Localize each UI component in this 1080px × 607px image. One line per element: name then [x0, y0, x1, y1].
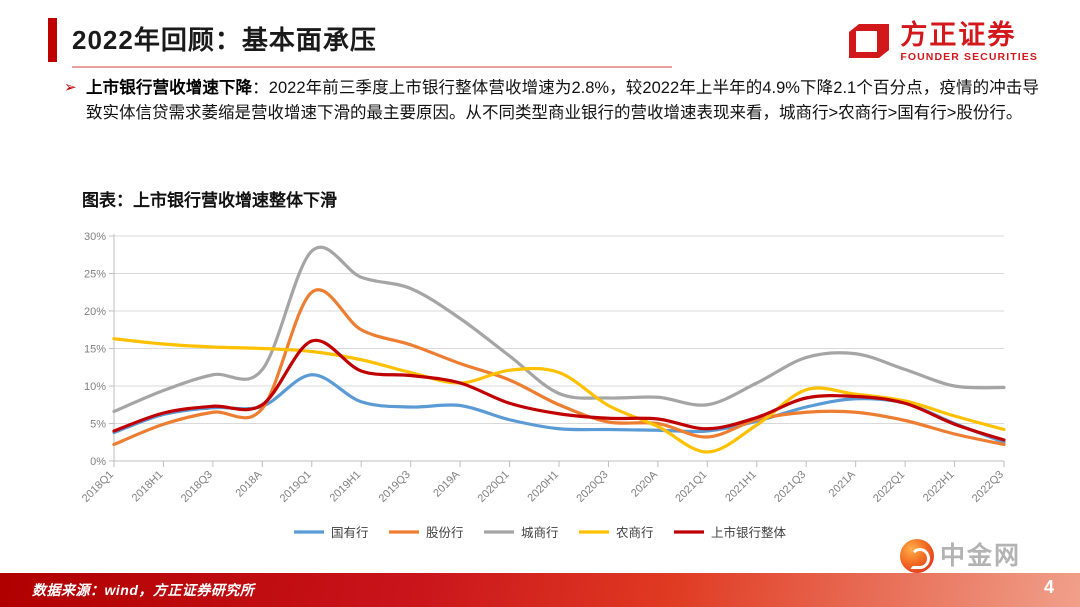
x-axis-tick-label: 2019A	[431, 468, 462, 499]
x-axis-tick-label: 2018Q1	[80, 469, 116, 505]
header-underline	[72, 66, 672, 68]
x-axis-tick-label: 2021H1	[723, 469, 759, 505]
y-axis-tick-label: 15%	[84, 344, 106, 356]
legend-label: 国有行	[331, 526, 369, 540]
bullet-rest: ：2022年前三季度上市银行整体营收增速为2.8%，较2022年上半年的4.9%…	[86, 79, 1039, 122]
x-axis-tick-label: 2022Q3	[970, 469, 1006, 505]
legend-item-股份行[interactable]: 股份行	[389, 526, 464, 540]
x-axis-tick-label: 2020Q3	[574, 469, 610, 505]
slide-header: 2022年回顾：基本面承压 方正证券 FOUNDER SECURITIES	[0, 0, 1080, 70]
legend-label: 城商行	[521, 525, 559, 540]
series-line-股份行	[112, 288, 1006, 447]
logo-name-cn: 方正证券	[900, 19, 1017, 50]
logo-name-en: FOUNDER SECURITIES	[900, 50, 1038, 63]
figure-title: 图表：上市银行营收增速整体下滑	[82, 191, 337, 210]
chart-canvas: 0% 5% 10% 15% 20% 25% 30% 2018Q1 2018H1 2018Q3 201…	[80, 231, 1006, 540]
x-axis-tick-label: 2019Q1	[278, 469, 314, 505]
logo-text: 方正证券 FOUNDER SECURITIES	[900, 19, 1038, 63]
x-axis-tick-label: 2021A	[827, 468, 858, 499]
bullet-text: 上市银行营收增速下降：2022年前三季度上市银行整体营收增速为2.8%，较202…	[86, 76, 1039, 126]
x-axis-tick-label: 2018Q3	[179, 469, 215, 505]
series-line-城商行	[112, 245, 1006, 414]
y-axis-tick-label: 25%	[84, 269, 106, 281]
header-accent-bar	[48, 18, 57, 62]
x-axis-tick-label: 2019H1	[328, 469, 364, 505]
x-axis-tick-label: 2020Q1	[476, 469, 512, 505]
logo-cube-icon	[847, 22, 891, 62]
y-axis-tick-label: 20%	[84, 306, 106, 318]
page-title: 2022年回顾：基本面承压	[72, 25, 377, 55]
legend-item-城商行[interactable]: 城商行	[484, 525, 559, 540]
legend-item-农商行[interactable]: 农商行	[579, 525, 654, 540]
x-axis-tick-label: 2022H1	[921, 469, 957, 505]
x-axis-tick-label: 2021Q1	[673, 469, 709, 505]
series-line-上市银行整体	[112, 338, 1006, 442]
y-axis-tick-label: 30%	[84, 231, 106, 243]
bullet-paragraph: ➢ 上市银行营收增速下降：2022年前三季度上市银行整体营收增速为2.8%，较2…	[64, 76, 1039, 126]
legend-item-国有行[interactable]: 国有行	[294, 526, 369, 540]
legend-label: 上市银行整体	[711, 525, 787, 540]
bullet-lead: 上市银行营收增速下降	[86, 79, 253, 97]
x-axis-tick-label: 2019Q3	[377, 469, 413, 505]
series-line-农商行	[112, 337, 1006, 454]
x-axis-tick-label: 2020A	[629, 468, 660, 499]
slide-footer: 数据来源：wind，方正证券研究所 4	[0, 573, 1080, 607]
revenue-growth-line-chart: 0% 5% 10% 15% 20% 25% 30% 2018Q1 2018H1 2018Q3 201…	[72, 222, 1012, 552]
bullet-arrow-icon: ➢	[64, 79, 77, 96]
data-source-label: 数据来源：wind，方正证券研究所	[32, 582, 255, 598]
page-number: 4	[1043, 577, 1054, 597]
legend-item-上市银行整体[interactable]: 上市银行整体	[674, 525, 787, 540]
x-axis-tick-label: 2018A	[233, 468, 264, 499]
y-axis-tick-label: 0%	[90, 456, 106, 468]
y-axis-tick-label: 5%	[90, 419, 106, 431]
x-axis-tick-label: 2022Q1	[871, 469, 907, 505]
legend-label: 农商行	[616, 525, 654, 540]
x-axis-tick-label: 2018H1	[130, 469, 166, 505]
legend-label: 股份行	[426, 526, 464, 540]
y-axis-tick-label: 10%	[84, 381, 106, 393]
x-axis-tick-label: 2020H1	[525, 469, 561, 505]
founder-securities-logo: 方正证券 FOUNDER SECURITIES	[847, 16, 1038, 68]
x-axis-tick-label: 2021Q3	[772, 469, 808, 505]
